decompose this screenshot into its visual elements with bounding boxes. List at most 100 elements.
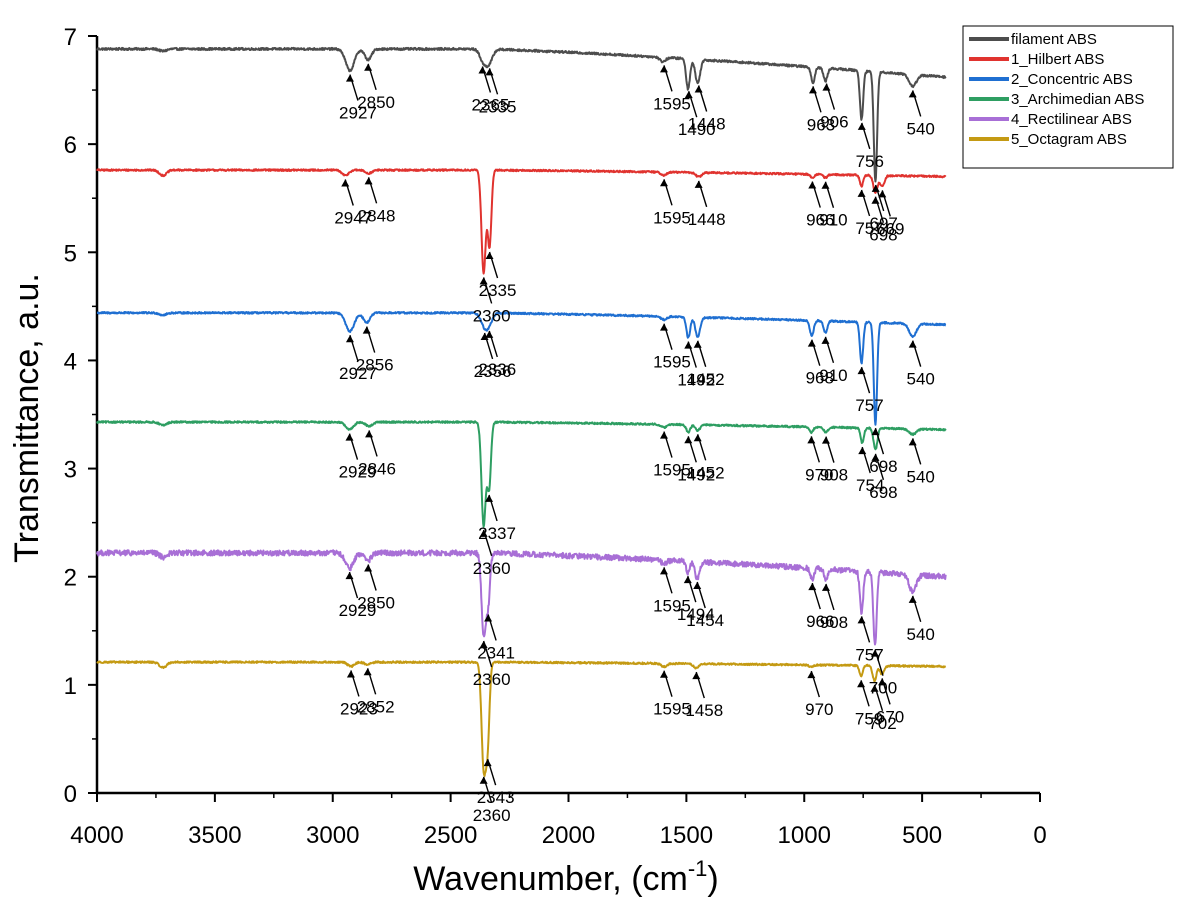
peak-arrowhead (857, 616, 866, 624)
peak-arrowhead (857, 189, 866, 197)
peak-annotation: 698 (869, 196, 898, 245)
peak-annotation: 2360 (473, 277, 511, 325)
peak-annotation: 1452 (687, 434, 725, 482)
peak-arrowhead (341, 179, 350, 187)
peak-label: 757 (855, 219, 883, 238)
peak-arrowhead (364, 63, 373, 71)
x-tick-label: 500 (902, 822, 942, 849)
series-line-1 (96, 168, 947, 275)
peak-arrowhead (694, 85, 703, 93)
peak-annotation: 2341 (477, 614, 515, 662)
x-tick-label: 2000 (542, 822, 595, 849)
peak-arrowhead (345, 74, 354, 82)
y-tick-label: 7 (64, 24, 77, 51)
peak-label: 2848 (358, 206, 396, 225)
peak-arrowhead (908, 595, 917, 603)
peak-annotation: 910 (819, 336, 848, 385)
peak-arrowhead (345, 433, 354, 441)
peak-label: 1595 (653, 353, 691, 372)
peak-arrowhead (908, 340, 917, 348)
peak-annotation: 908 (820, 436, 848, 485)
legend-item: 5_Octagram ABS (969, 131, 1127, 148)
peak-label: 698 (869, 226, 897, 245)
series-line-3 (96, 420, 947, 528)
peak-arrowhead (659, 65, 668, 73)
peak-arrowhead (808, 583, 817, 591)
peak-label: 1448 (688, 210, 726, 229)
y-tick-label: 2 (64, 565, 77, 592)
peak-arrowhead (485, 494, 494, 502)
peak-label: 759 (855, 709, 883, 728)
peak-label: 2343 (477, 788, 515, 807)
peak-annotation: 2923 (340, 670, 378, 718)
peak-annotation: 910 (819, 181, 848, 230)
peak-annotation: 1595 (653, 179, 691, 227)
peak-label: 2360 (473, 670, 511, 689)
peak-annotation: 697 (869, 184, 898, 233)
peak-label: 1595 (653, 700, 691, 719)
peak-annotation: 1595 (653, 323, 691, 372)
peak-arrowhead (478, 66, 487, 74)
peak-label: 670 (876, 707, 904, 726)
peak-arrowhead (871, 453, 880, 461)
peak-annotation: 757 (855, 616, 884, 664)
peak-label: 2365 (472, 95, 510, 114)
peak-annotation: 1454 (686, 581, 724, 630)
peak-label: 2929 (339, 463, 377, 482)
peak-annotation: 757 (855, 189, 884, 238)
peak-arrowhead (693, 340, 702, 348)
peak-label: 2360 (473, 806, 511, 825)
x-tick-label: 4000 (70, 822, 123, 849)
peak-arrowhead (485, 252, 494, 260)
peak-arrowhead (484, 614, 493, 622)
peak-annotation: 700 (869, 649, 897, 698)
peak-label: 2850 (357, 593, 395, 612)
peak-label: 669 (876, 219, 904, 238)
peak-annotation: 908 (820, 583, 848, 632)
peak-arrowhead (693, 582, 702, 590)
peak-arrowhead (485, 330, 494, 338)
peak-annotation: 1595 (653, 567, 691, 615)
peak-annotation: 2337 (478, 494, 516, 543)
peak-annotation: 2335 (479, 68, 516, 116)
peak-arrowhead (878, 678, 887, 686)
peak-label: 1595 (653, 596, 691, 615)
peak-label: 2929 (339, 601, 377, 620)
peak-arrowhead (871, 428, 880, 436)
peak-annotation: 2856 (356, 326, 394, 375)
legend-label: filament ABS (1011, 31, 1097, 48)
x-tick-label: 3000 (306, 822, 359, 849)
peak-label: 1448 (688, 114, 726, 133)
peak-annotation: 698 (869, 453, 898, 502)
peak-arrowhead (483, 759, 492, 767)
peak-annotation: 970 (805, 670, 834, 719)
peak-label: 2360 (473, 559, 511, 578)
peak-arrowhead (364, 564, 373, 572)
peak-label: 540 (907, 625, 935, 644)
peak-label: 1454 (686, 611, 724, 630)
peak-annotation: 968 (806, 339, 834, 388)
peak-label: 700 (869, 679, 897, 698)
peak-arrowhead (684, 91, 693, 99)
peak-annotation: 1494 (677, 575, 715, 624)
peak-label: 2927 (339, 104, 377, 123)
peak-arrowhead (693, 434, 702, 442)
legend-item: 3_Archimedian ABS (969, 91, 1144, 108)
peak-label: 1452 (687, 370, 725, 389)
peak-arrowhead (659, 431, 668, 439)
peak-arrowhead (821, 583, 830, 591)
peak-annotation: 1595 (653, 670, 691, 719)
peak-arrowhead (807, 339, 816, 347)
peak-arrowhead (807, 671, 816, 679)
peak-arrowhead (683, 576, 692, 584)
peak-annotation: 1490 (678, 90, 716, 139)
y-tick-label: 0 (64, 781, 77, 808)
peak-annotation: 757 (855, 366, 884, 415)
peak-label: 908 (820, 466, 848, 485)
peak-annotation: 756 (856, 122, 884, 171)
peak-annotation: 2343 (477, 758, 515, 807)
peak-arrowhead (659, 179, 668, 187)
peak-arrowhead (692, 672, 701, 680)
